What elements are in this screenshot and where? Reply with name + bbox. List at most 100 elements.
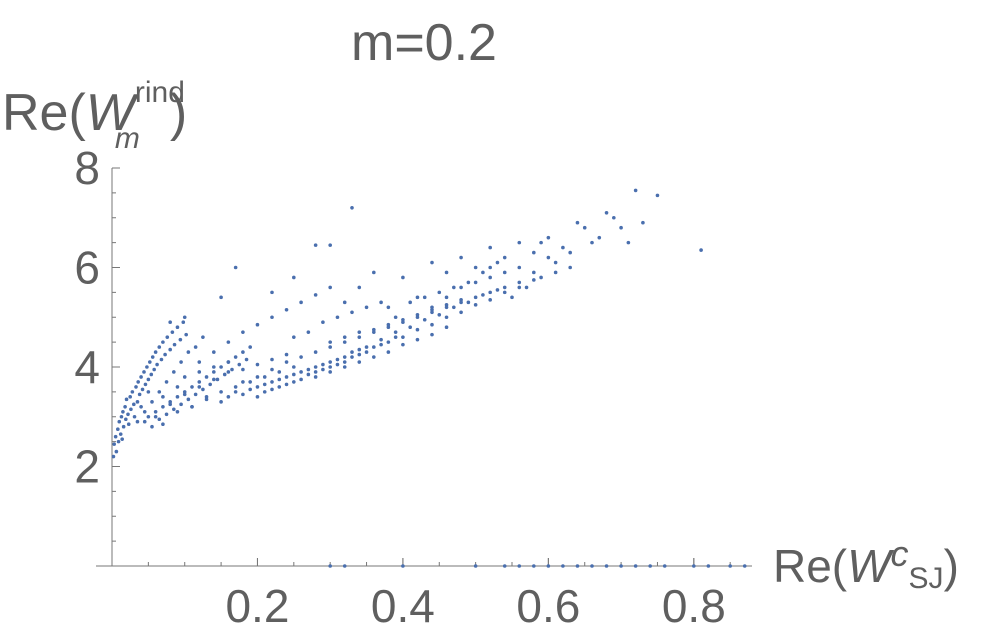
data-point bbox=[313, 370, 318, 374]
data-point bbox=[126, 412, 130, 417]
data-point bbox=[386, 350, 391, 354]
data-point bbox=[335, 362, 340, 367]
data-point bbox=[212, 350, 216, 354]
data-point bbox=[157, 390, 162, 394]
data-point bbox=[364, 345, 369, 349]
data-point bbox=[350, 206, 354, 210]
data-point bbox=[164, 380, 169, 384]
data-point bbox=[350, 350, 354, 354]
data-point bbox=[284, 375, 289, 379]
data-point bbox=[328, 243, 332, 247]
data-point bbox=[255, 395, 260, 399]
data-point bbox=[415, 327, 420, 332]
data-point bbox=[292, 275, 296, 280]
data-point bbox=[155, 362, 159, 367]
data-point bbox=[129, 407, 133, 412]
data-point bbox=[226, 395, 231, 399]
data-point bbox=[241, 380, 245, 384]
data-point bbox=[459, 298, 463, 302]
data-point bbox=[241, 367, 245, 372]
data-point bbox=[113, 434, 118, 439]
data-point bbox=[502, 564, 507, 568]
data-point bbox=[401, 342, 405, 347]
data-point bbox=[568, 250, 572, 255]
data-point bbox=[219, 295, 223, 300]
data-point bbox=[459, 310, 463, 315]
data-point bbox=[139, 375, 143, 379]
data-point bbox=[459, 285, 463, 290]
data-point bbox=[143, 382, 148, 387]
data-point bbox=[357, 352, 362, 357]
data-point bbox=[655, 193, 660, 198]
data-point bbox=[212, 370, 216, 374]
data-point bbox=[372, 355, 376, 359]
data-point bbox=[262, 375, 267, 379]
data-point bbox=[430, 307, 434, 312]
data-point bbox=[619, 564, 623, 568]
data-point bbox=[386, 322, 391, 327]
data-point bbox=[386, 305, 391, 310]
data-point bbox=[415, 315, 420, 320]
data-point bbox=[172, 407, 176, 412]
data-point bbox=[168, 400, 172, 404]
data-point bbox=[119, 414, 124, 419]
data-point bbox=[201, 387, 205, 392]
data-point bbox=[452, 305, 456, 310]
data-point bbox=[150, 400, 154, 404]
data-point bbox=[255, 362, 260, 367]
data-point bbox=[328, 370, 332, 374]
data-point bbox=[401, 320, 405, 325]
data-point bbox=[517, 280, 522, 285]
data-point bbox=[255, 375, 260, 379]
data-point bbox=[502, 270, 507, 275]
data-point bbox=[313, 293, 318, 297]
data-point bbox=[277, 377, 282, 382]
data-point bbox=[150, 424, 154, 429]
data-point bbox=[186, 397, 191, 402]
y-tick-label: 8 bbox=[74, 142, 100, 194]
chart-title: m=0.2 bbox=[351, 14, 497, 72]
data-point bbox=[149, 372, 154, 377]
data-point bbox=[204, 375, 209, 379]
data-point bbox=[292, 335, 296, 339]
data-point bbox=[161, 395, 165, 399]
data-point bbox=[517, 564, 522, 568]
data-point bbox=[524, 285, 529, 290]
data-point bbox=[357, 335, 362, 339]
data-point bbox=[244, 357, 249, 362]
data-point bbox=[546, 255, 551, 260]
data-point bbox=[212, 365, 216, 369]
data-point bbox=[393, 330, 398, 334]
data-point bbox=[219, 365, 223, 369]
data-point bbox=[539, 275, 543, 280]
data-point bbox=[342, 355, 347, 359]
data-point bbox=[116, 427, 120, 431]
data-point bbox=[444, 270, 449, 275]
data-point bbox=[142, 370, 146, 374]
data-point bbox=[140, 387, 145, 392]
data-point bbox=[163, 352, 167, 357]
data-point bbox=[321, 320, 325, 325]
data-point bbox=[444, 305, 449, 310]
data-point bbox=[164, 412, 169, 417]
data-point bbox=[502, 285, 507, 290]
data-point bbox=[179, 360, 183, 364]
data-point bbox=[299, 355, 303, 359]
data-point bbox=[182, 375, 187, 379]
data-point bbox=[415, 337, 420, 342]
data-point bbox=[430, 310, 434, 315]
data-point bbox=[233, 390, 238, 394]
data-point bbox=[415, 295, 420, 300]
data-point bbox=[175, 325, 180, 330]
data-point bbox=[379, 337, 383, 342]
data-point bbox=[662, 564, 667, 568]
data-point bbox=[148, 360, 152, 364]
data-point bbox=[539, 240, 543, 245]
x-tick-label: 0.6 bbox=[516, 580, 580, 632]
data-point bbox=[648, 564, 652, 568]
data-point bbox=[342, 300, 347, 305]
data-point bbox=[121, 424, 126, 429]
data-point bbox=[430, 332, 434, 337]
data-point bbox=[568, 265, 572, 270]
y-axis-label: Re(Wrind m) bbox=[2, 76, 187, 155]
